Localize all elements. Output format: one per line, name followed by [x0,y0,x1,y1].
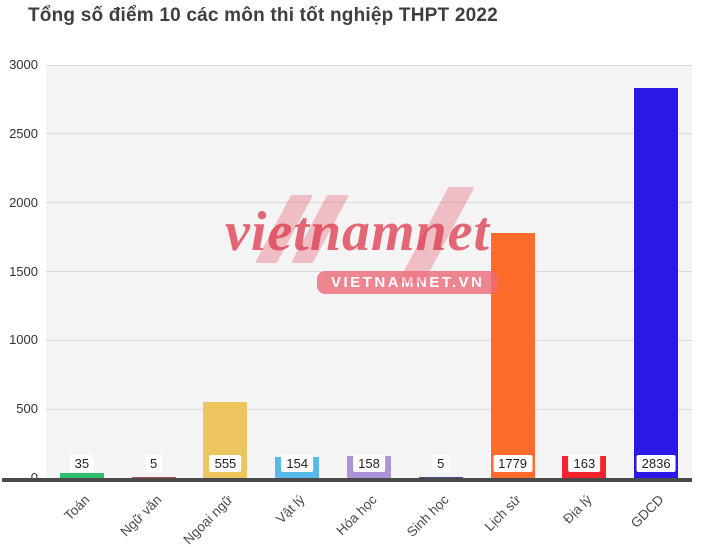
y-tick-label: 500 [16,401,38,417]
gridline [46,133,692,135]
x-tick-label: Địa lý [560,492,595,527]
x-axis-labels: Toán Ngữ văn Ngoại ngữ Vật lý Hóa học Sinh họ… [46,486,692,547]
x-tick-label: Lịch sử [481,492,524,534]
bar-slot: 158 [333,65,405,478]
value-label: 163 [568,455,601,472]
gridline [46,202,692,204]
x-tick-label: Ngữ văn [117,492,165,540]
value-label: 555 [209,455,242,472]
plot-area: 35 5 555 154 158 5 1779 163 2836 [46,65,692,478]
bar-slot: 2836 [620,65,692,478]
value-label: 5 [432,455,450,472]
bar-Sinh học[interactable] [418,476,463,478]
x-tick-label: GDCD [628,492,667,531]
y-tick-label: 0 [0,470,38,485]
gridline [46,408,692,410]
bar-GDCD[interactable] [634,87,679,478]
bar-Ngữ văn[interactable] [131,476,176,478]
x-tick-label: Ngoại ngữ [180,492,237,547]
bar-slot: 154 [261,65,333,478]
value-label: 154 [281,455,314,472]
value-label: 1779 [493,455,533,472]
x-slot: Lịch sử [477,486,549,544]
x-tick-label: Toán [61,492,93,524]
y-tick-label: 1000 [9,332,38,348]
x-slot: Sinh học [403,486,477,544]
value-label: 158 [353,455,385,472]
bar-slot: 555 [190,65,262,478]
x-slot: Toán [46,486,118,544]
value-label: 2836 [636,455,676,472]
x-tick-label: Vật lý [273,492,308,527]
x-slot: Ngoại ngữ [181,486,262,547]
bar-Toán[interactable] [59,473,104,478]
chart-title: Tổng số điểm 10 các môn thi tốt nghiệp T… [28,5,498,26]
x-tick-label: Sinh học [403,492,452,540]
bar-slot: 1779 [477,65,549,478]
x-slot: Hóa học [333,486,405,544]
x-slot: Ngữ văn [117,486,190,544]
bars: 35 5 555 154 158 5 1779 163 2836 [46,65,692,478]
x-axis-line [2,478,692,482]
y-tick-label: 2500 [9,125,38,141]
y-tick-label: 2000 [9,194,38,210]
bar-slot: 5 [405,65,477,478]
gridline [46,65,692,66]
x-slot: Vật lý [261,486,333,544]
bar-slot: 35 [46,65,118,478]
value-label: 5 [145,455,163,472]
bar-slot: 163 [548,65,620,478]
x-tick-label: Hóa học [333,492,380,539]
x-slot: Địa lý [548,486,620,544]
gridline [46,339,692,341]
x-slot: GDCD [620,486,692,544]
bar-slot: 5 [118,65,190,478]
y-tick-label: 1500 [9,263,38,279]
value-label: 35 [69,455,95,472]
y-tick-label: 3000 [9,57,38,72]
bar-Lịch sử[interactable] [490,233,535,478]
